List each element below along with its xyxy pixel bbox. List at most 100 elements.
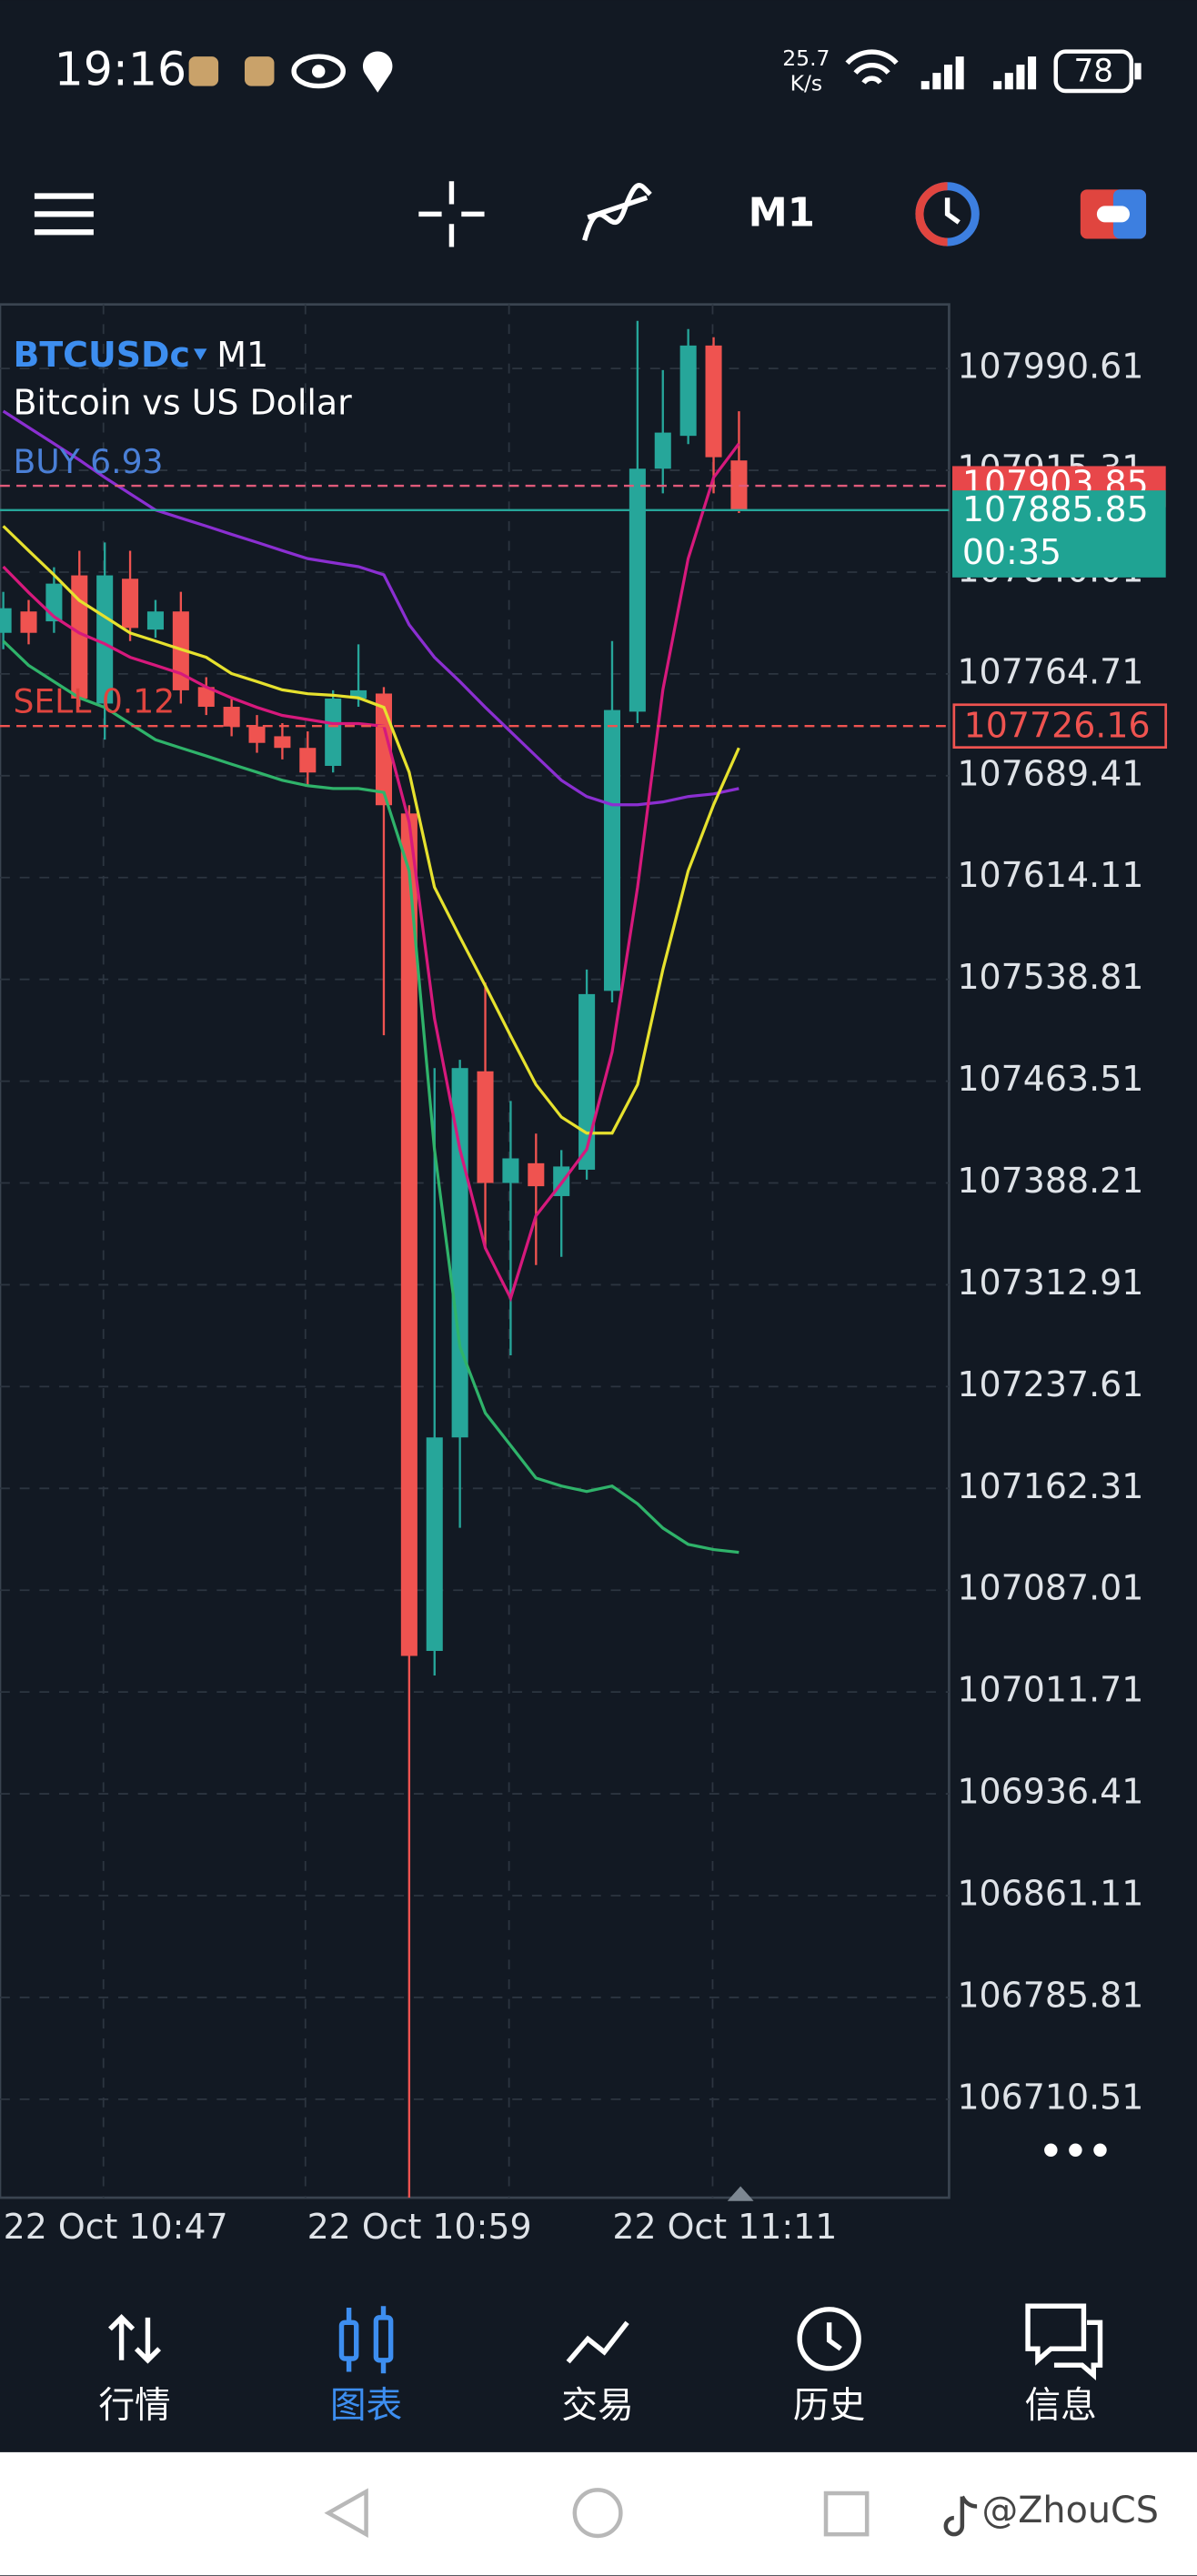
buy-label: BUY 6.93 xyxy=(13,442,163,481)
net-unit: K/s xyxy=(790,70,823,96)
bottom-nav: 行情 图表 交易 历史 信息 xyxy=(98,2303,1103,2427)
x-tick-label: 22 Oct 10:59 xyxy=(307,2207,532,2247)
indicator-line xyxy=(2,525,740,1135)
y-tick-label: 106710.51 xyxy=(957,2077,1143,2117)
candle-body xyxy=(122,579,139,629)
chart: 107990.61107915.31107840.01107764.711076… xyxy=(0,303,1168,2247)
back-button[interactable] xyxy=(324,2488,368,2539)
candle-body xyxy=(223,707,240,727)
nav-icon xyxy=(797,2307,861,2371)
symbol[interactable]: BTCUSDc xyxy=(13,335,190,375)
nav-label[interactable]: 交易 xyxy=(561,2385,633,2427)
candle-body xyxy=(71,575,88,699)
candle-body xyxy=(578,993,596,1170)
system-nav-bar xyxy=(0,2451,1197,2576)
chart-timeframe: M1 xyxy=(216,335,268,375)
signal-icon xyxy=(920,56,964,90)
nav-icon xyxy=(566,2320,629,2364)
candle-body xyxy=(679,345,697,437)
wifi-icon xyxy=(845,49,899,85)
candle-body xyxy=(654,432,671,469)
crosshair-button[interactable] xyxy=(418,181,485,247)
symbol-description: Bitcoin vs US Dollar xyxy=(13,382,352,422)
more-dot xyxy=(1093,2143,1107,2157)
y-tick-label: 107764.71 xyxy=(957,651,1143,691)
candle-body xyxy=(299,748,317,773)
battery-level: 78 xyxy=(1073,54,1113,90)
history-button xyxy=(944,197,961,225)
candle-body xyxy=(274,736,291,749)
y-tick-label: 107162.31 xyxy=(957,1466,1143,1506)
x-tick-label: 22 Oct 11:11 xyxy=(612,2207,837,2247)
plot xyxy=(0,320,748,2199)
bid-price: 107885.85 xyxy=(962,489,1149,529)
toolbar: M1 xyxy=(34,181,1147,247)
y-tick-label: 107388.21 xyxy=(957,1161,1143,1201)
candle-body xyxy=(426,1437,443,1651)
nav-icon xyxy=(108,2314,162,2364)
candle-body xyxy=(96,575,114,704)
candle-body xyxy=(705,345,722,458)
background xyxy=(0,0,1197,2452)
indicator-line xyxy=(2,409,739,807)
indicator-line xyxy=(2,639,739,1555)
net-speed: 25.7 xyxy=(782,45,830,71)
nav-label[interactable]: 行情 xyxy=(98,2385,170,2427)
eye-icon xyxy=(311,65,326,78)
y-tick-label: 107237.61 xyxy=(957,1364,1143,1404)
battery-icon xyxy=(1134,63,1142,80)
timeframe-button[interactable]: M1 xyxy=(749,191,815,236)
sell-price-box xyxy=(952,703,1168,750)
app-icon xyxy=(188,56,219,86)
eye-icon xyxy=(291,54,346,89)
candle-body xyxy=(502,1158,519,1183)
menu-button[interactable] xyxy=(34,193,94,236)
status-bar: 19:16 25.7 K/s 78 xyxy=(55,43,1142,96)
bar-countdown: 00:35 xyxy=(962,532,1061,572)
watermark: @ZhouCS xyxy=(982,2490,1159,2531)
recents-button[interactable] xyxy=(823,2490,870,2537)
y-tick-label: 107312.91 xyxy=(957,1263,1143,1303)
nav-label[interactable]: 历史 xyxy=(793,2385,865,2427)
nav-icon xyxy=(338,2306,394,2374)
x-tick-label: 22 Oct 10:47 xyxy=(4,2207,228,2247)
candle-body xyxy=(197,687,215,708)
location-icon xyxy=(362,51,393,93)
indicators-button[interactable] xyxy=(582,183,652,242)
battery-icon xyxy=(1053,49,1134,94)
y-tick-label: 107990.61 xyxy=(957,347,1143,387)
nav-icon xyxy=(1025,2303,1103,2380)
y-tick-label: 107011.71 xyxy=(957,1670,1143,1710)
more-button[interactable] xyxy=(1044,2143,1107,2157)
nav-icon xyxy=(826,2322,842,2351)
trade-button xyxy=(1096,206,1130,223)
candle-body xyxy=(0,608,12,633)
trade-levels xyxy=(0,484,950,728)
candle-body xyxy=(248,726,266,743)
y-tick-label: 107087.01 xyxy=(957,1568,1143,1608)
bid-price-box xyxy=(952,490,1166,578)
home-button[interactable] xyxy=(572,2488,623,2539)
y-tick-label: 107538.81 xyxy=(957,957,1143,997)
nav-label[interactable]: 图表 xyxy=(330,2385,402,2427)
nav-icon-part xyxy=(346,2306,387,2374)
candle-body xyxy=(20,611,37,633)
app-icon xyxy=(244,56,275,86)
candle-body xyxy=(400,813,417,1656)
time-axis: 22 Oct 10:47 22 Oct 10:59 22 Oct 11:11 xyxy=(4,2207,838,2247)
clock: 19:16 xyxy=(55,43,187,96)
candle-body xyxy=(325,698,342,766)
candle-body xyxy=(172,611,189,690)
sell-label: SELL 0.12 xyxy=(13,681,175,720)
candle-body xyxy=(477,1071,494,1183)
nav-label[interactable]: 信息 xyxy=(1024,2385,1096,2427)
candle-body xyxy=(146,611,164,630)
signal-icon xyxy=(993,56,1037,90)
more-dot xyxy=(1069,2143,1082,2157)
candle-body xyxy=(629,468,646,712)
symbol-dropdown[interactable] xyxy=(194,348,207,361)
candle-body xyxy=(350,689,367,699)
